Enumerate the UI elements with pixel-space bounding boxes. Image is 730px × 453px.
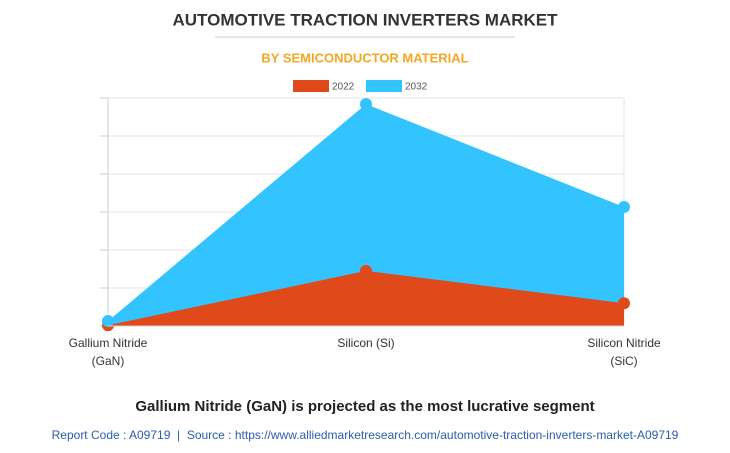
x-tick-label: Silicon Nitride (SiC) — [587, 336, 661, 368]
point — [360, 98, 372, 111]
legend-label: 2032 — [405, 82, 428, 93]
point — [102, 315, 114, 328]
point — [618, 201, 630, 214]
legend-swatch — [293, 80, 329, 92]
area — [108, 104, 624, 326]
point — [360, 264, 372, 277]
x-tick-label: Silicon (Si) — [337, 336, 395, 350]
point — [618, 297, 630, 310]
area — [108, 270, 624, 326]
legend-swatch — [366, 80, 402, 92]
legend-label: 2022 — [332, 82, 355, 93]
x-tick-label: Gallium Nitride (GaN) — [68, 336, 148, 368]
chart-title: AUTOMOTIVE TRACTION INVERTERS MARKET — [172, 10, 558, 29]
headline: Gallium Nitride (GaN) is projected as th… — [135, 398, 594, 415]
footer: Report Code : A09719 | Source : https://… — [52, 428, 679, 442]
chart-subtitle: BY SEMICONDUCTOR MATERIAL — [261, 50, 468, 65]
